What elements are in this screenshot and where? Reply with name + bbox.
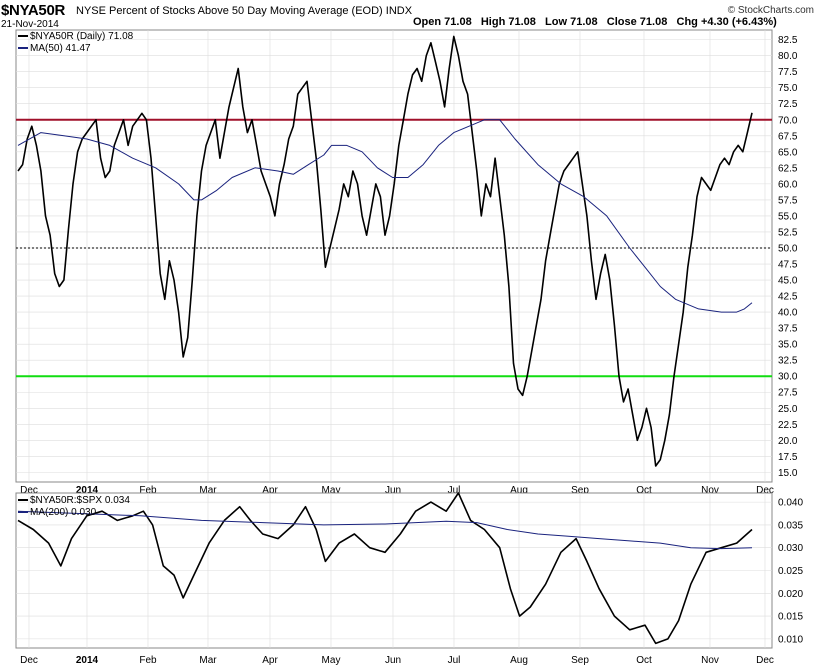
chart-symbol: $NYA50R xyxy=(1,2,66,19)
description-text: NYSE Percent of Stocks Above 50 Day Movi… xyxy=(76,5,383,17)
legend-price: $NYA50R (Daily) 71.08 xyxy=(18,31,133,42)
y-tick-label: 60.0 xyxy=(778,179,798,190)
y-tick-label: 15.0 xyxy=(778,468,798,479)
x-tick-label: Sep xyxy=(571,655,589,666)
series-line-moving-average xyxy=(17,119,753,313)
y-tick-label: 75.0 xyxy=(778,83,798,94)
y-tick-label: 27.5 xyxy=(778,388,798,399)
x-tick-label: Oct xyxy=(636,655,652,666)
y-tick-label: 77.5 xyxy=(778,67,798,78)
y-tick-label: 55.0 xyxy=(778,211,798,222)
legend-ma50: MA(50) 41.47 xyxy=(18,43,91,54)
x-tick-label: Nov xyxy=(701,485,719,496)
series-line-primary xyxy=(17,492,753,645)
y-tick-label: 65.0 xyxy=(778,147,798,158)
y-tick-label: 0.030 xyxy=(778,543,803,554)
x-tick-label: Apr xyxy=(262,655,278,666)
brand-watermark[interactable]: © StockCharts.com xyxy=(727,5,814,16)
x-tick-label: May xyxy=(322,655,341,666)
y-tick-label: 35.0 xyxy=(778,340,798,351)
x-tick-label: Dec xyxy=(20,485,38,496)
x-tick-label: Aug xyxy=(510,655,528,666)
x-tick-label: Jun xyxy=(385,655,401,666)
x-tick-label: Nov xyxy=(701,655,719,666)
y-tick-label: 17.5 xyxy=(778,452,798,463)
legend-price-text: $NYA50R (Daily) 71.08 xyxy=(30,31,134,42)
x-tick-label: 2014 xyxy=(76,485,99,496)
y-tick-label: 32.5 xyxy=(778,356,798,367)
legend-swatch xyxy=(18,47,28,50)
x-tick-label: Dec xyxy=(756,655,774,666)
panel-frame xyxy=(15,29,773,483)
exchange-text: INDX xyxy=(385,5,413,17)
y-tick-label: 80.0 xyxy=(778,51,798,62)
y-tick-label: 62.5 xyxy=(778,163,798,174)
legend-ratio-text: $NYA50R:$SPX 0.034 xyxy=(30,495,130,506)
chart-description: NYSE Percent of Stocks Above 50 Day Movi… xyxy=(76,5,412,17)
legend-ma50-text: MA(50) 41.47 xyxy=(30,43,91,54)
x-tick-label: Apr xyxy=(262,485,278,496)
y-tick-label: 25.0 xyxy=(778,404,798,415)
y-tick-label: 67.5 xyxy=(778,131,798,142)
y-tick-label: 0.025 xyxy=(778,566,803,577)
series-line-primary xyxy=(17,35,753,467)
x-tick-label: Sep xyxy=(571,485,589,496)
y-tick-label: 82.5 xyxy=(778,35,798,46)
x-tick-label: Jun xyxy=(385,485,401,496)
y-tick-label: 0.020 xyxy=(778,589,803,600)
y-tick-label: 50.0 xyxy=(778,243,798,254)
y-tick-label: 22.5 xyxy=(778,420,798,431)
x-tick-label: Feb xyxy=(139,655,157,666)
y-tick-label: 37.5 xyxy=(778,324,798,335)
x-tick-label: Dec xyxy=(20,655,38,666)
y-tick-label: 0.015 xyxy=(778,612,803,623)
x-tick-label: Jul xyxy=(448,655,461,666)
x-tick-label: Feb xyxy=(139,485,157,496)
x-tick-label: 2014 xyxy=(76,655,99,666)
legend-ma200-text: MA(200) 0.030 xyxy=(30,507,97,518)
y-tick-label: 0.035 xyxy=(778,520,803,531)
legend-swatch xyxy=(18,499,28,502)
chart-date: 21-Nov-2014 xyxy=(1,19,59,30)
quote-summary: Open 71.08 High 71.08 Low 71.08 Close 71… xyxy=(413,16,777,28)
y-tick-label: 20.0 xyxy=(778,436,798,447)
y-tick-label: 72.5 xyxy=(778,99,798,110)
y-tick-label: 42.5 xyxy=(778,292,798,303)
x-tick-label: Mar xyxy=(199,655,217,666)
y-tick-label: 47.5 xyxy=(778,260,798,271)
x-tick-label: May xyxy=(322,485,341,496)
y-tick-label: 0.040 xyxy=(778,498,803,509)
y-tick-label: 57.5 xyxy=(778,195,798,206)
y-tick-label: 52.5 xyxy=(778,227,798,238)
legend-swatch xyxy=(18,511,28,514)
y-tick-label: 45.0 xyxy=(778,276,798,287)
x-tick-label: Dec xyxy=(756,485,774,496)
main-panel: 15.0 17.5 20.0 22.5 25.0 27.5 30.0 32.5 35.0 37.5… xyxy=(15,29,798,496)
x-tick-label: Mar xyxy=(199,485,217,496)
series-line-moving-average xyxy=(17,510,753,550)
legend-ma200: MA(200) 0.030 xyxy=(18,507,96,518)
ratio-panel: 0.010 0.015 0.020 0.025 0.030 0.035 0.040 Dec 20… xyxy=(15,492,803,666)
x-tick-label: Oct xyxy=(636,485,652,496)
legend-swatch xyxy=(18,35,28,38)
x-tick-label: Aug xyxy=(510,485,528,496)
y-tick-label: 0.010 xyxy=(778,634,803,645)
x-tick-label: Jul xyxy=(448,485,461,496)
y-tick-label: 40.0 xyxy=(778,308,798,319)
y-tick-label: 30.0 xyxy=(778,372,798,383)
y-tick-label: 70.0 xyxy=(778,115,798,126)
legend-ratio: $NYA50R:$SPX 0.034 xyxy=(18,495,130,506)
